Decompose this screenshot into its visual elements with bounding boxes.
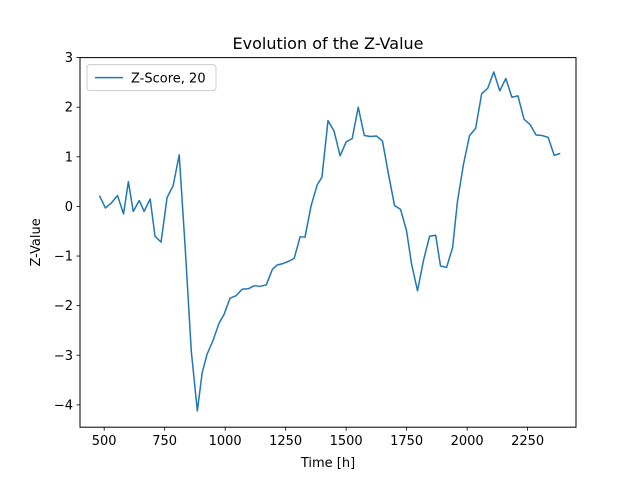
y-tick-label: −1 — [54, 250, 73, 265]
y-axis: −4 −3 −2 −1 0 1 2 3 — [54, 51, 80, 413]
y-tick-label: −2 — [54, 299, 73, 314]
series-line-0 — [98, 71, 561, 412]
legend-box — [86, 64, 217, 92]
x-axis-label: Time [h] — [300, 456, 355, 471]
x-tick-label: 750 — [152, 434, 177, 449]
y-axis-label: Z-Value — [29, 218, 44, 266]
chart-title: Evolution of the Z-Value — [233, 34, 424, 53]
x-axis: 500 750 1000 1250 1500 1750 2000 2250 — [92, 427, 544, 449]
x-tick-label: 500 — [92, 434, 117, 449]
y-tick-label: −3 — [54, 349, 73, 364]
axes-frame — [79, 57, 577, 428]
y-tick-label: 3 — [65, 51, 73, 66]
x-tick-label: 1750 — [390, 434, 423, 449]
x-tick-label: 1250 — [269, 434, 302, 449]
y-tick-label: 1 — [65, 150, 73, 165]
y-tick-label: 0 — [65, 200, 73, 215]
x-tick-label: 2000 — [451, 434, 484, 449]
y-tick-label: 2 — [65, 101, 73, 116]
y-tick-label: −4 — [54, 398, 73, 413]
legend: Z-Score, 20 — [86, 64, 217, 92]
legend-label: Z-Score, 20 — [131, 71, 206, 86]
x-tick-label: 1500 — [330, 434, 363, 449]
x-tick-label: 1000 — [209, 434, 242, 449]
x-tick-label: 2250 — [511, 434, 544, 449]
plot-area — [98, 71, 561, 412]
